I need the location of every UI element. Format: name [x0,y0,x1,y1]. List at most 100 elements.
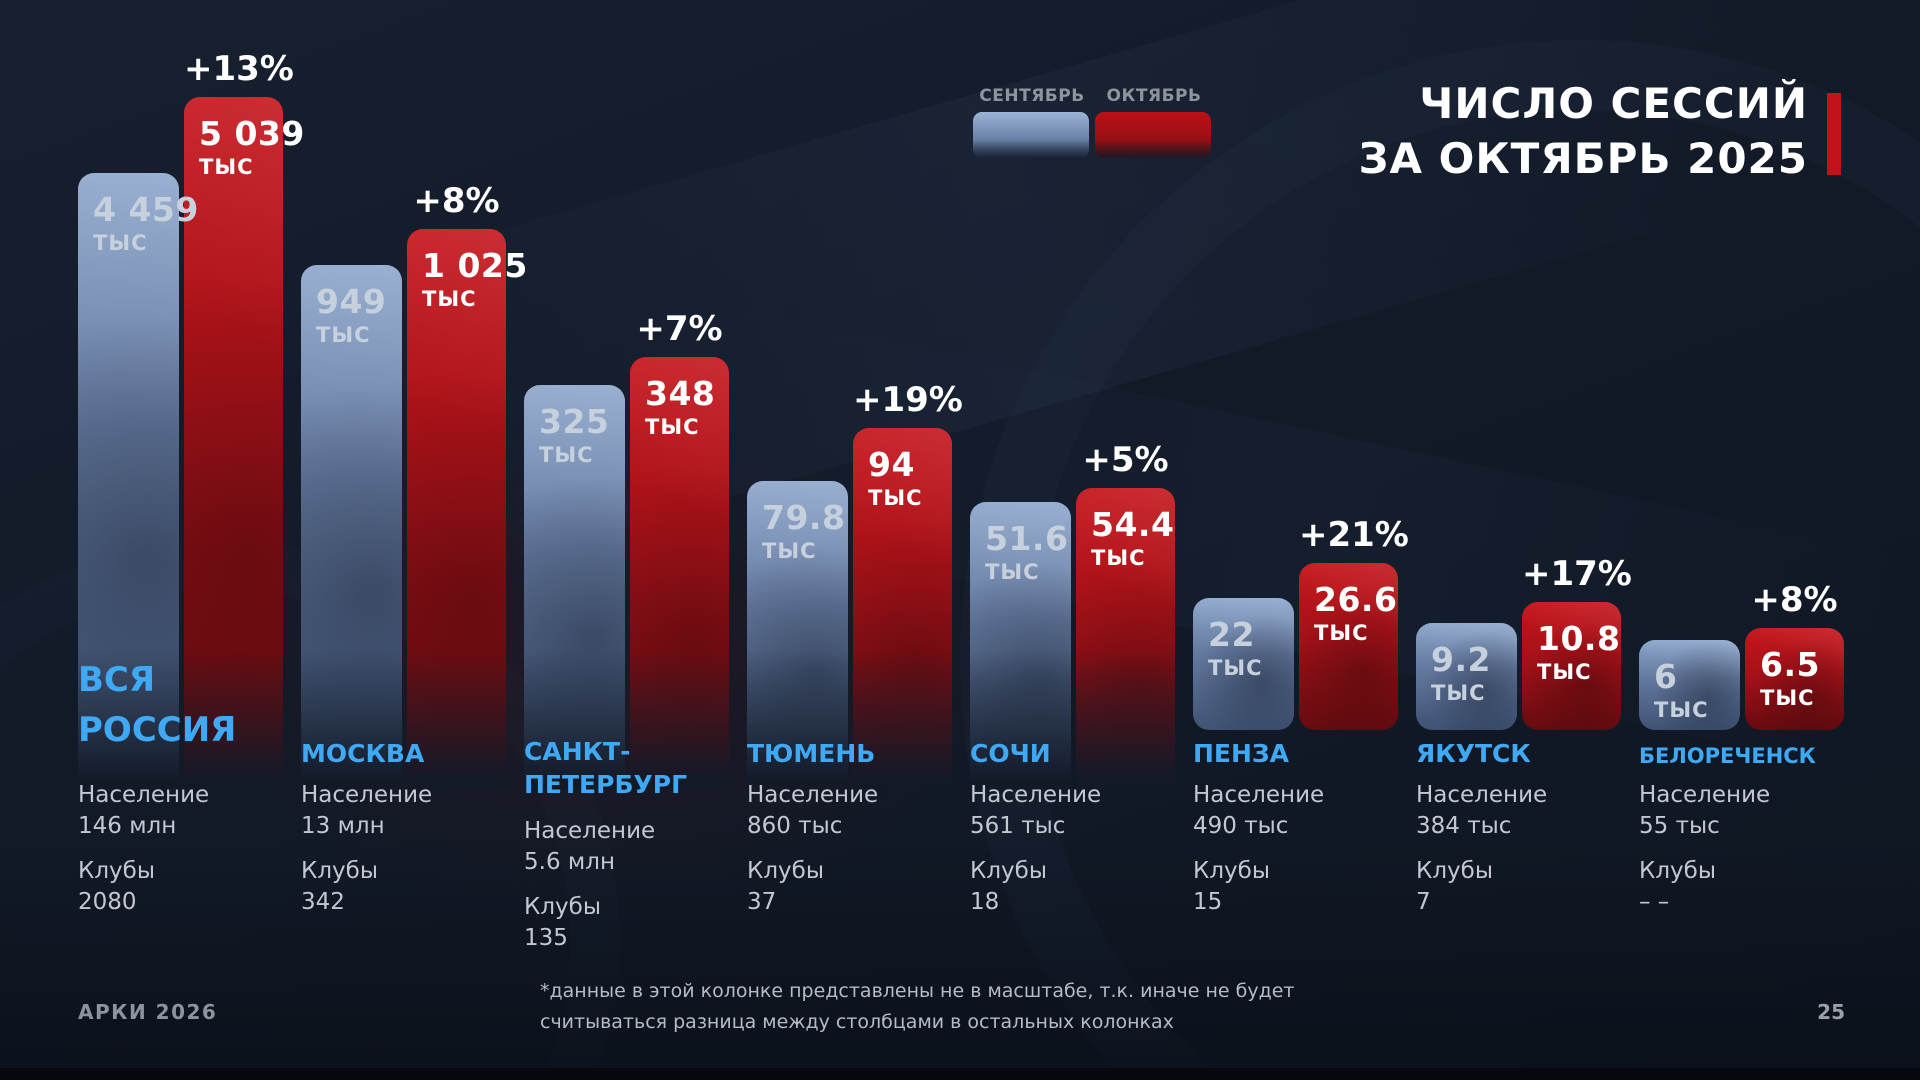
population-value: 561 тыс [970,813,1066,839]
bar-september-penza: 22 ТЫС [1193,598,1294,730]
population-label: Население [1416,782,1548,808]
page-title-line1: ЧИСЛО СЕССИЙ [1419,79,1808,128]
bottom-strip [0,1068,1920,1080]
bar-value: 9.2 ТЫС [1431,640,1491,705]
page-number: 25 [1817,1000,1845,1024]
population-label: Население [78,782,210,808]
bar-value: 325 ТЫС [539,402,610,467]
bar-value: 26.6 ТЫС [1314,580,1398,645]
bar-october-penza: 26.6 ТЫС [1299,563,1398,730]
city-info: Население 860 тыс Клубы 37 [747,780,878,932]
clubs-label: Клубы [747,858,824,884]
city-info: Население 146 млн Клубы 2080 [78,780,209,932]
population-value: 13 млн [301,813,385,839]
population-value: 384 тыс [1416,813,1512,839]
growth-badge: +8% [413,181,500,221]
legend-october-swatch [1095,112,1211,158]
city-name: ЯКУТСК [1416,739,1531,768]
bar-october-sankt-peterburg: 348 ТЫС [630,357,729,790]
city-name: ТЮМЕНЬ [747,739,876,768]
growth-badge: +21% [1299,515,1409,555]
population-label: Население [1193,782,1325,808]
growth-badge: +17% [1522,554,1632,594]
city-column-tyumen: 79.8 ТЫС 94 ТЫС +19% ТЮМЕНЬ Население 86… [747,0,963,1080]
clubs-label: Клубы [1639,858,1716,884]
growth-badge: +8% [1751,580,1838,620]
city-info: Население 55 тыс Клубы – – [1639,780,1770,932]
brand-label: АРКИ 2026 [78,1000,218,1024]
city-name: БЕЛОРЕЧЕНСК [1639,744,1816,768]
bar-value: 6 ТЫС [1654,657,1709,722]
clubs-value: 342 [301,889,345,915]
growth-badge: +7% [636,309,723,349]
city-column-sochi: 51.6 ТЫС 54.4 ТЫС +5% СОЧИ Население 561… [970,0,1182,1080]
population-label: Население [301,782,433,808]
growth-badge: +19% [853,380,963,420]
clubs-value: 15 [1193,889,1223,915]
city-name: МОСКВА [301,739,425,768]
clubs-label: Клубы [78,858,155,884]
bar-value: 94 ТЫС [868,445,923,510]
legend-october-label: ОКТЯБРЬ [1106,86,1202,106]
population-value: 5.6 млн [524,849,615,875]
bar-value: 6.5 ТЫС [1760,645,1820,710]
bar-value: 348 ТЫС [645,374,716,439]
city-info: Население 490 тыс Клубы 15 [1193,780,1324,932]
bar-value: 949 ТЫС [316,282,387,347]
bar-value: 4 459 ТЫС [93,190,199,255]
bar-september-tyumen: 79.8 ТЫС [747,481,848,790]
bar-value: 1 025 ТЫС [422,246,528,311]
bar-october-tyumen: 94 ТЫС [853,428,952,790]
bar-october-yakutsk: 10.8 ТЫС [1522,602,1621,730]
city-info: Население 384 тыс Клубы 7 [1416,780,1547,932]
population-label: Население [747,782,879,808]
clubs-label: Клубы [970,858,1047,884]
clubs-value: – – [1639,889,1670,915]
bar-september-yakutsk: 9.2 ТЫС [1416,623,1517,730]
bar-october-belorechensk: 6.5 ТЫС [1745,628,1844,730]
population-label: Население [970,782,1102,808]
city-column-moskva: 949 ТЫС 1 025 ТЫС +8% МОСКВА Население 1… [301,0,528,1080]
legend-september-swatch [973,112,1089,158]
clubs-label: Клубы [524,894,601,920]
population-label: Население [1639,782,1771,808]
footnote-line2: считываться разница между столбцами в ос… [540,1011,1174,1033]
footnote-line1: *данные в этой колонке представлены не в… [540,980,1295,1002]
population-value: 490 тыс [1193,813,1289,839]
population-value: 146 млн [78,813,177,839]
clubs-value: 2080 [78,889,137,915]
city-name: САНКТ- ПЕТЕРБУРГ [524,737,688,799]
title-accent-bar [1827,93,1841,175]
city-info: Население 561 тыс Клубы 18 [970,780,1101,932]
city-column-sankt-peterburg: 325 ТЫС 348 ТЫС +7% САНКТ- ПЕТЕРБУРГ Нас… [524,0,736,1080]
city-column-yakutsk: 9.2 ТЫС 10.8 ТЫС +17% ЯКУТСК Население 3… [1416,0,1632,1080]
city-info: Население 5.6 млн Клубы 135 [524,816,655,968]
city-name: ВСЯ РОССИЯ [78,660,237,750]
city-column-belorechensk: 6 ТЫС 6.5 ТЫС +8% БЕЛОРЕЧЕНСК Население … [1639,0,1851,1080]
city-info: Население 13 млн Клубы 342 [301,780,432,932]
bar-october-moskva: 1 025 ТЫС [407,229,528,790]
population-label: Население [524,818,656,844]
bar-september-vsya-rossiya: 4 459 ТЫС [78,173,199,790]
clubs-value: 37 [747,889,777,915]
clubs-label: Клубы [301,858,378,884]
bar-september-moskva: 949 ТЫС [301,265,402,790]
growth-badge: +13% [184,49,294,89]
growth-badge: +5% [1082,440,1169,480]
city-column-penza: 22 ТЫС 26.6 ТЫС +21% ПЕНЗА Население 490… [1193,0,1409,1080]
bar-value: 54.4 ТЫС [1091,505,1175,570]
population-value: 860 тыс [747,813,843,839]
city-column-vsya-rossiya: 4 459 ТЫС 5 039 ТЫС +13% ВСЯ РОССИЯ Насе… [78,0,304,1080]
page-title-line2: ЗА ОКТЯБРЬ 2025 [1358,134,1808,183]
clubs-value: 135 [524,925,568,951]
bar-september-belorechensk: 6 ТЫС [1639,640,1740,730]
bar-value: 22 ТЫС [1208,615,1263,680]
footnote: *данные в этой колонке представлены не в… [540,976,1295,1038]
clubs-value: 18 [970,889,1000,915]
page-title: ЧИСЛО СЕССИЙ ЗА ОКТЯБРЬ 2025 [1359,76,1808,186]
city-name: ПЕНЗА [1193,739,1290,768]
city-name: СОЧИ [970,739,1051,768]
bar-value: 10.8 ТЫС [1537,619,1621,684]
population-value: 55 тыс [1639,813,1720,839]
